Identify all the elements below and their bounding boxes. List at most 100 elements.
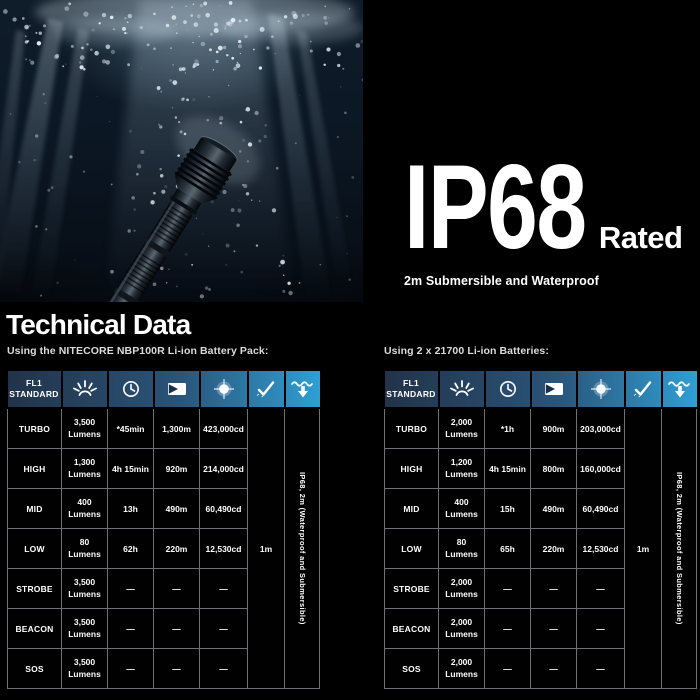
mode-cell: BEACON: [7, 608, 62, 649]
right-spec-table-container: FL1 STANDARD TURBO 2,000 Lumens *1h 900m 203,0…: [384, 371, 697, 689]
intensity-cell: 160,000cd: [576, 448, 625, 489]
beam-intensity-icon: [575, 371, 625, 409]
runtime-cell: 65h: [484, 528, 531, 569]
intensity-cell: 12,530cd: [199, 528, 248, 569]
underwater-scene: [0, 0, 363, 302]
runtime-cell: 13h: [107, 488, 154, 529]
spec-row: HIGH 1,200 Lumens 4h 15min 800m 160,000cd: [384, 448, 697, 489]
beam-distance-icon: [152, 371, 200, 409]
distance-cell: —: [153, 648, 200, 689]
waterproof-rating-cell: IP68, 2m (Waterproof and Submersible): [284, 407, 320, 689]
ip-rating-subtitle: 2m Submersible and Waterproof: [404, 274, 599, 288]
intensity-cell: —: [576, 568, 625, 609]
surface-froth: [35, 0, 363, 46]
spec-row: LOW 80 Lumens 65h 220m 12,530cd: [384, 528, 697, 569]
spec-row: MID 400 Lumens 15h 490m 60,490cd: [384, 488, 697, 529]
distance-cell: 1,300m: [153, 407, 200, 449]
lumens-cell: 3,500 Lumens: [61, 608, 108, 649]
mode-cell: STROBE: [7, 568, 62, 609]
brightness-icon: [60, 371, 108, 409]
hero-photo: [0, 0, 363, 302]
mode-cell: MID: [7, 488, 62, 529]
left-table-caption: Using the NITECORE NBP100R Li-ion Batter…: [7, 345, 269, 357]
runtime-cell: *45min: [107, 407, 154, 449]
distance-cell: —: [530, 568, 577, 609]
lumens-cell: 400 Lumens: [438, 488, 485, 529]
intensity-cell: —: [576, 608, 625, 649]
runtime-cell: —: [484, 568, 531, 609]
intensity-cell: —: [199, 648, 248, 689]
mode-cell: HIGH: [7, 448, 62, 489]
runtime-cell: 62h: [107, 528, 154, 569]
spec-row: LOW 80 Lumens 62h 220m 12,530cd: [7, 528, 320, 569]
impact-resistance-icon: [246, 371, 285, 409]
spec-row: TURBO 3,500 Lumens *45min 1,300m 423,000cd 1m I…: [7, 407, 320, 689]
impact-resistance-cell: 1m: [624, 407, 662, 689]
runtime-cell: —: [107, 608, 154, 649]
mode-cell: TURBO: [384, 407, 439, 449]
rated-label: Rated: [598, 220, 683, 255]
lumens-cell: 80 Lumens: [61, 528, 108, 569]
spec-table: FL1 STANDARD TURBO 2,000 Lumens *1h 900m 203,0…: [384, 371, 697, 689]
submersible-icon: [283, 371, 320, 409]
beam-distance-icon: [529, 371, 577, 409]
intensity-cell: —: [199, 568, 248, 609]
intensity-cell: 203,000cd: [576, 407, 625, 449]
spec-row: HIGH 1,300 Lumens 4h 15min 920m 214,000cd: [7, 448, 320, 489]
spec-row: MID 400 Lumens 13h 490m 60,490cd: [7, 488, 320, 529]
lumens-cell: 2,000 Lumens: [438, 608, 485, 649]
lumens-cell: 400 Lumens: [61, 488, 108, 529]
fl1-standard-header: FL1 STANDARD: [384, 371, 439, 409]
distance-cell: 920m: [153, 448, 200, 489]
intensity-cell: 214,000cd: [199, 448, 248, 489]
beam-intensity-icon: [198, 371, 248, 409]
lumens-cell: 3,500 Lumens: [61, 648, 108, 689]
distance-cell: —: [153, 608, 200, 649]
mode-cell: MID: [384, 488, 439, 529]
intensity-cell: —: [576, 648, 625, 689]
runtime-cell: —: [484, 608, 531, 649]
impact-resistance-icon: [623, 371, 662, 409]
lumens-cell: 1,300 Lumens: [61, 448, 108, 489]
distance-cell: 490m: [530, 488, 577, 529]
spec-row: STROBE 3,500 Lumens — — —: [7, 568, 320, 609]
waterproof-rating-cell: IP68, 2m (Waterproof and Submersible): [661, 407, 697, 689]
runtime-cell: —: [484, 648, 531, 689]
lumens-cell: 2,000 Lumens: [438, 407, 485, 449]
lumens-cell: 80 Lumens: [438, 528, 485, 569]
spec-table: FL1 STANDARD TURBO 3,500 Lumens *45min 1,300m…: [7, 371, 320, 689]
intensity-cell: 423,000cd: [199, 407, 248, 449]
distance-cell: —: [530, 648, 577, 689]
mode-cell: LOW: [384, 528, 439, 569]
mode-cell: BEACON: [384, 608, 439, 649]
lumens-cell: 1,200 Lumens: [438, 448, 485, 489]
intensity-cell: 60,490cd: [199, 488, 248, 529]
distance-cell: 490m: [153, 488, 200, 529]
spec-row: BEACON 2,000 Lumens — — —: [384, 608, 697, 649]
lumens-cell: 3,500 Lumens: [61, 407, 108, 449]
mode-cell: LOW: [7, 528, 62, 569]
mode-cell: TURBO: [7, 407, 62, 449]
intensity-cell: 60,490cd: [576, 488, 625, 529]
ip68-title: IP68: [404, 140, 587, 274]
spec-row: TURBO 2,000 Lumens *1h 900m 203,000cd 1m IP68, …: [384, 407, 697, 689]
mode-cell: SOS: [7, 648, 62, 689]
intensity-cell: —: [199, 608, 248, 649]
fl1-standard-header: FL1 STANDARD: [7, 371, 62, 409]
submersible-icon: [660, 371, 697, 409]
spec-row: BEACON 3,500 Lumens — — —: [7, 608, 320, 649]
runtime-cell: 4h 15min: [107, 448, 154, 489]
lumens-cell: 3,500 Lumens: [61, 568, 108, 609]
mode-cell: SOS: [384, 648, 439, 689]
flashlight-illustration: [109, 116, 260, 302]
distance-cell: —: [530, 608, 577, 649]
distance-cell: 220m: [153, 528, 200, 569]
ip-rating-block: IP68 Rated 2m Submersible and Waterproof: [404, 147, 700, 288]
runtime-cell: 4h 15min: [484, 448, 531, 489]
spec-row: SOS 3,500 Lumens — — —: [7, 648, 320, 689]
distance-cell: —: [153, 568, 200, 609]
distance-cell: 900m: [530, 407, 577, 449]
runtime-icon: [106, 371, 154, 409]
light-rays: [0, 0, 354, 302]
